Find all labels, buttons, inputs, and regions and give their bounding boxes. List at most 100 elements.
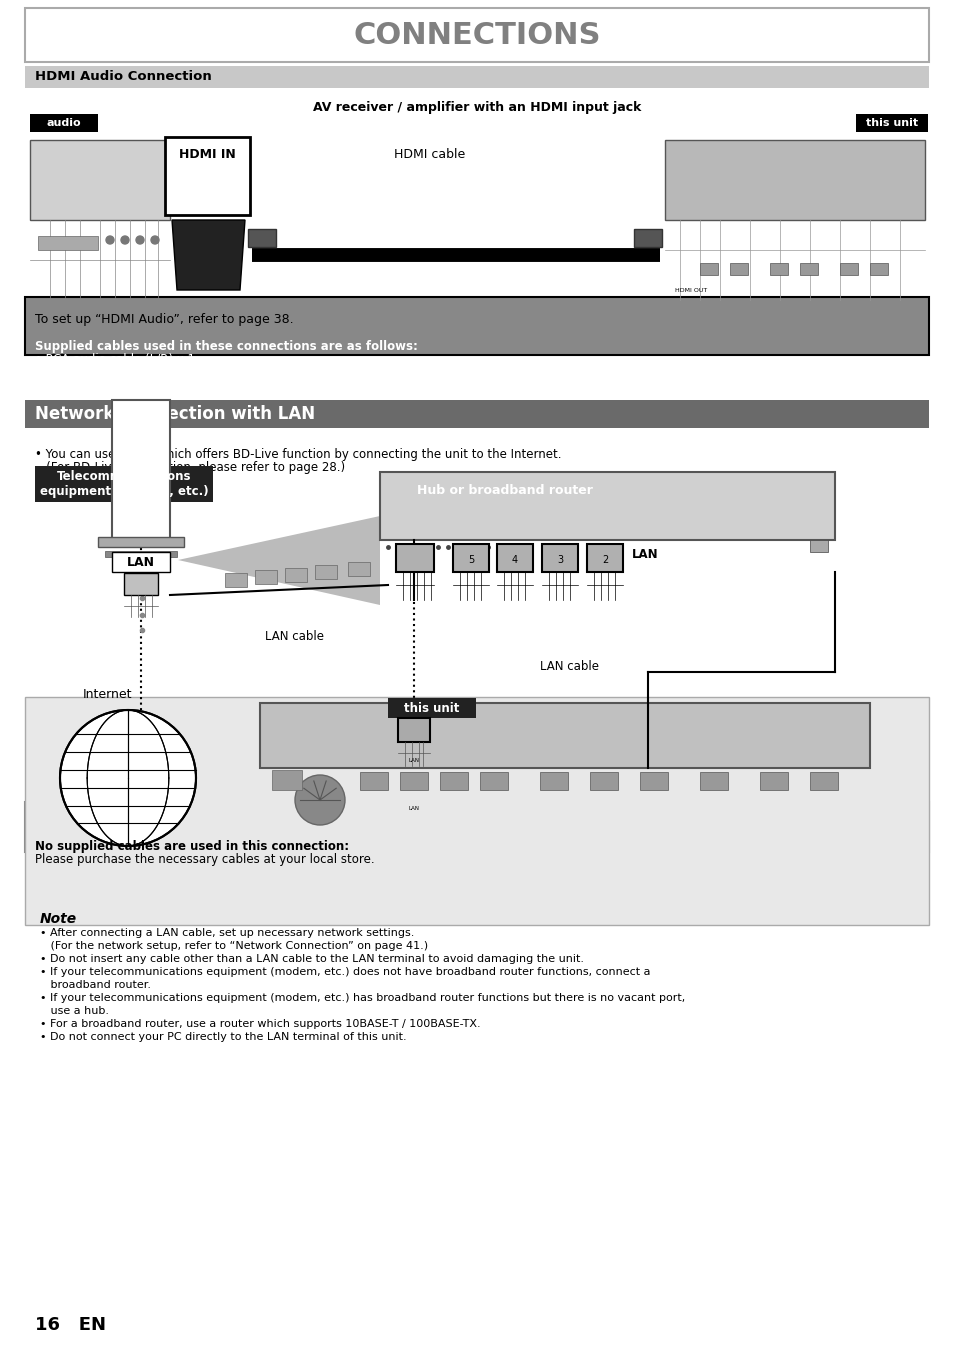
Bar — [25, 8, 928, 62]
Bar — [38, 236, 98, 249]
Bar — [855, 115, 927, 132]
Text: • Do not connect your PC directly to the LAN terminal of this unit.: • Do not connect your PC directly to the… — [40, 1033, 406, 1042]
Bar — [589, 772, 618, 790]
Text: Hub or broadband router: Hub or broadband router — [416, 484, 593, 496]
Bar — [664, 140, 924, 220]
Text: LAN: LAN — [408, 758, 419, 763]
Bar — [388, 698, 476, 718]
Bar — [124, 573, 158, 594]
Text: AV receiver / amplifier with an HDMI input jack: AV receiver / amplifier with an HDMI inp… — [313, 101, 640, 115]
Text: Please purchase the necessary cables at your local store.: Please purchase the necessary cables at … — [35, 853, 375, 865]
Bar — [285, 568, 307, 582]
Text: • You can use a disc which offers BD-Live function by connecting the unit to the: • You can use a disc which offers BD-Liv… — [35, 448, 561, 461]
Text: this unit: this unit — [865, 119, 917, 128]
Bar — [105, 551, 177, 557]
Text: Please purchase the rest of the necessary cables at your local store.: Please purchase the rest of the necessar… — [35, 367, 439, 379]
Bar — [729, 263, 747, 275]
Bar — [248, 229, 275, 247]
Bar — [869, 263, 887, 275]
Bar — [809, 541, 827, 551]
Text: Internet: Internet — [83, 689, 132, 701]
Bar — [634, 229, 661, 247]
Text: No supplied cables are used in this connection:: No supplied cables are used in this conn… — [35, 840, 349, 853]
Text: LAN: LAN — [631, 549, 658, 561]
Text: HDMI Audio Connection: HDMI Audio Connection — [35, 70, 212, 84]
Bar — [479, 772, 507, 790]
Bar — [112, 400, 170, 545]
Bar — [453, 545, 489, 572]
Text: • After connecting a LAN cable, set up necessary network settings.: • After connecting a LAN cable, set up n… — [40, 927, 414, 938]
Bar — [25, 697, 928, 925]
Text: 3: 3 — [557, 555, 562, 565]
Text: use a hub.: use a hub. — [40, 1006, 109, 1016]
Text: • RCA audio cable (L/R) x 1: • RCA audio cable (L/R) x 1 — [35, 353, 194, 367]
Text: • Do not insert any cable other than a LAN cable to the LAN terminal to avoid da: • Do not insert any cable other than a L… — [40, 954, 583, 964]
Bar — [25, 400, 928, 429]
Bar — [397, 718, 430, 741]
Text: broadband router.: broadband router. — [40, 980, 151, 989]
Bar — [800, 263, 817, 275]
Bar — [260, 704, 869, 768]
Text: Network Connection with LAN: Network Connection with LAN — [35, 404, 314, 423]
Text: (For the network setup, refer to “Network Connection” on page 41.): (For the network setup, refer to “Networ… — [40, 941, 428, 950]
Circle shape — [121, 236, 129, 244]
Text: LAN: LAN — [127, 555, 154, 569]
Text: Note: Note — [40, 913, 77, 926]
Text: • If your telecommunications equipment (modem, etc.) has broadband router functi: • If your telecommunications equipment (… — [40, 993, 684, 1003]
Bar — [700, 263, 718, 275]
Bar — [639, 772, 667, 790]
Bar — [769, 263, 787, 275]
Circle shape — [106, 236, 113, 244]
Bar — [98, 537, 184, 547]
Bar — [497, 545, 533, 572]
Bar — [30, 140, 170, 220]
Text: • If your telecommunications equipment (modem, etc.) does not have broadband rou: • If your telecommunications equipment (… — [40, 967, 650, 977]
Bar — [379, 472, 834, 541]
Bar — [272, 770, 302, 790]
Bar — [388, 479, 622, 501]
Text: HDMI cable: HDMI cable — [394, 148, 465, 162]
Text: HDMI OUT: HDMI OUT — [675, 287, 706, 293]
Bar — [165, 137, 250, 214]
Bar — [25, 297, 928, 355]
Bar — [30, 115, 98, 132]
Bar — [112, 551, 170, 572]
Text: 4: 4 — [512, 555, 517, 565]
Bar — [35, 466, 213, 501]
Bar — [539, 772, 567, 790]
Text: WAN: WAN — [396, 549, 428, 561]
Bar — [314, 565, 336, 580]
Bar — [439, 772, 468, 790]
Bar — [25, 66, 928, 88]
Bar — [348, 562, 370, 576]
Text: this unit: this unit — [404, 701, 459, 714]
Text: LAN cable: LAN cable — [540, 661, 598, 673]
Text: 5: 5 — [467, 555, 474, 565]
Circle shape — [60, 710, 195, 847]
Text: HDMI IN: HDMI IN — [178, 148, 235, 162]
Bar — [586, 545, 622, 572]
Text: LAN cable: LAN cable — [265, 630, 324, 643]
Text: audio: audio — [47, 119, 81, 128]
Bar — [840, 263, 857, 275]
Text: 2: 2 — [601, 555, 607, 565]
Bar — [359, 772, 388, 790]
Bar — [809, 772, 837, 790]
Polygon shape — [178, 516, 379, 605]
Text: Telecommunications
equipment (modem, etc.): Telecommunications equipment (modem, etc… — [40, 470, 208, 497]
Text: LAN: LAN — [408, 806, 419, 810]
Text: To set up “HDMI Audio”, refer to page 38.: To set up “HDMI Audio”, refer to page 38… — [35, 314, 294, 326]
Bar — [541, 545, 578, 572]
Bar — [395, 545, 434, 572]
Bar — [700, 772, 727, 790]
Bar — [399, 772, 428, 790]
Circle shape — [294, 775, 345, 825]
Text: CONNECTIONS: CONNECTIONS — [353, 20, 600, 50]
Circle shape — [136, 236, 144, 244]
Text: 16   EN: 16 EN — [35, 1316, 106, 1335]
Bar — [225, 573, 247, 586]
Text: • For a broadband router, use a router which supports 10BASE-T / 100BASE-TX.: • For a broadband router, use a router w… — [40, 1019, 480, 1029]
Circle shape — [151, 236, 159, 244]
Bar — [254, 570, 276, 584]
Bar — [760, 772, 787, 790]
